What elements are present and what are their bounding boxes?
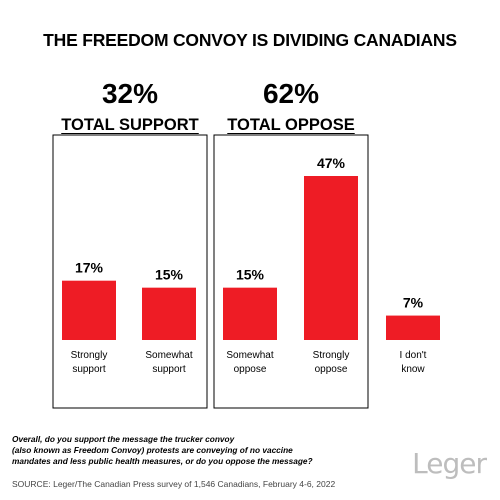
bar-value-label: 15% — [236, 267, 265, 283]
category-label: know — [401, 364, 425, 375]
bar — [142, 287, 196, 340]
bar-value-label: 17% — [75, 260, 104, 276]
category-label: support — [72, 364, 106, 375]
support-group-frame — [52, 134, 208, 409]
support-label: TOTAL SUPPORT — [61, 116, 199, 134]
bar — [386, 315, 440, 340]
category-label: oppose — [315, 364, 348, 375]
category-label: I don't — [400, 350, 427, 361]
oppose-label: TOTAL OPPOSE — [227, 116, 355, 134]
category-label: Somewhat — [226, 350, 273, 361]
bar-value-label: 15% — [155, 267, 184, 283]
chart-title: THE FREEDOM CONVOY IS DIVIDING CANADIANS — [43, 30, 457, 50]
question-line: Overall, do you support the message the … — [12, 434, 235, 444]
bar-value-label: 7% — [403, 295, 424, 311]
bar — [223, 287, 277, 340]
category-label: Somewhat — [145, 350, 192, 361]
question-line: (also known as Freedom Convoy) protests … — [12, 444, 293, 455]
bar-value-label: 47% — [317, 155, 346, 171]
question-line: mandates and less public health measures… — [12, 455, 313, 466]
oppose-total: 62% — [262, 78, 320, 109]
category-label: Strongly — [71, 350, 108, 361]
category-label: Strongly — [313, 350, 350, 361]
category-label: support — [152, 364, 186, 375]
source-note: SOURCE: Leger/The Canadian Press survey … — [12, 479, 336, 489]
bar — [304, 176, 358, 340]
category-label: oppose — [234, 364, 267, 375]
oppose-group-frame — [213, 134, 369, 409]
bar — [62, 280, 116, 340]
support-total: 32% — [101, 78, 159, 109]
leger-logo: Leger — [412, 447, 487, 480]
survey-question: Overall, do you support the message the … — [12, 434, 432, 466]
